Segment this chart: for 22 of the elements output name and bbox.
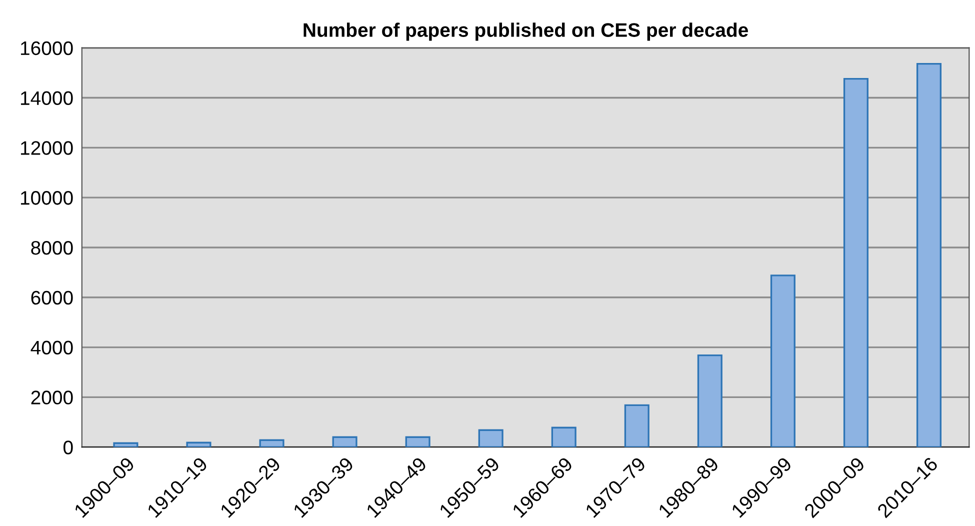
y-tick-label: 2000 — [31, 390, 73, 404]
y-tick-label: 12000 — [20, 141, 73, 155]
bar — [405, 436, 430, 448]
y-tick-label: 8000 — [31, 240, 73, 255]
y-tick-label: 4000 — [30, 340, 73, 355]
bar — [624, 404, 650, 448]
y-tick-label: 6000 — [31, 290, 73, 305]
bar — [697, 354, 722, 448]
bar — [916, 63, 942, 448]
bar — [259, 439, 284, 448]
bar — [186, 442, 212, 448]
y-tick-label: 16000 — [20, 41, 73, 56]
bar — [843, 78, 868, 448]
bar — [332, 436, 358, 448]
y-tick-label: 10000 — [20, 191, 73, 205]
y-tick-label: 0 — [64, 440, 73, 454]
bar — [478, 429, 504, 448]
y-tick-label: 14000 — [20, 91, 73, 106]
bar — [551, 426, 576, 448]
bar — [113, 442, 138, 448]
chart-title: Number of papers published on CES per decade — [304, 22, 748, 41]
bar — [770, 274, 796, 448]
